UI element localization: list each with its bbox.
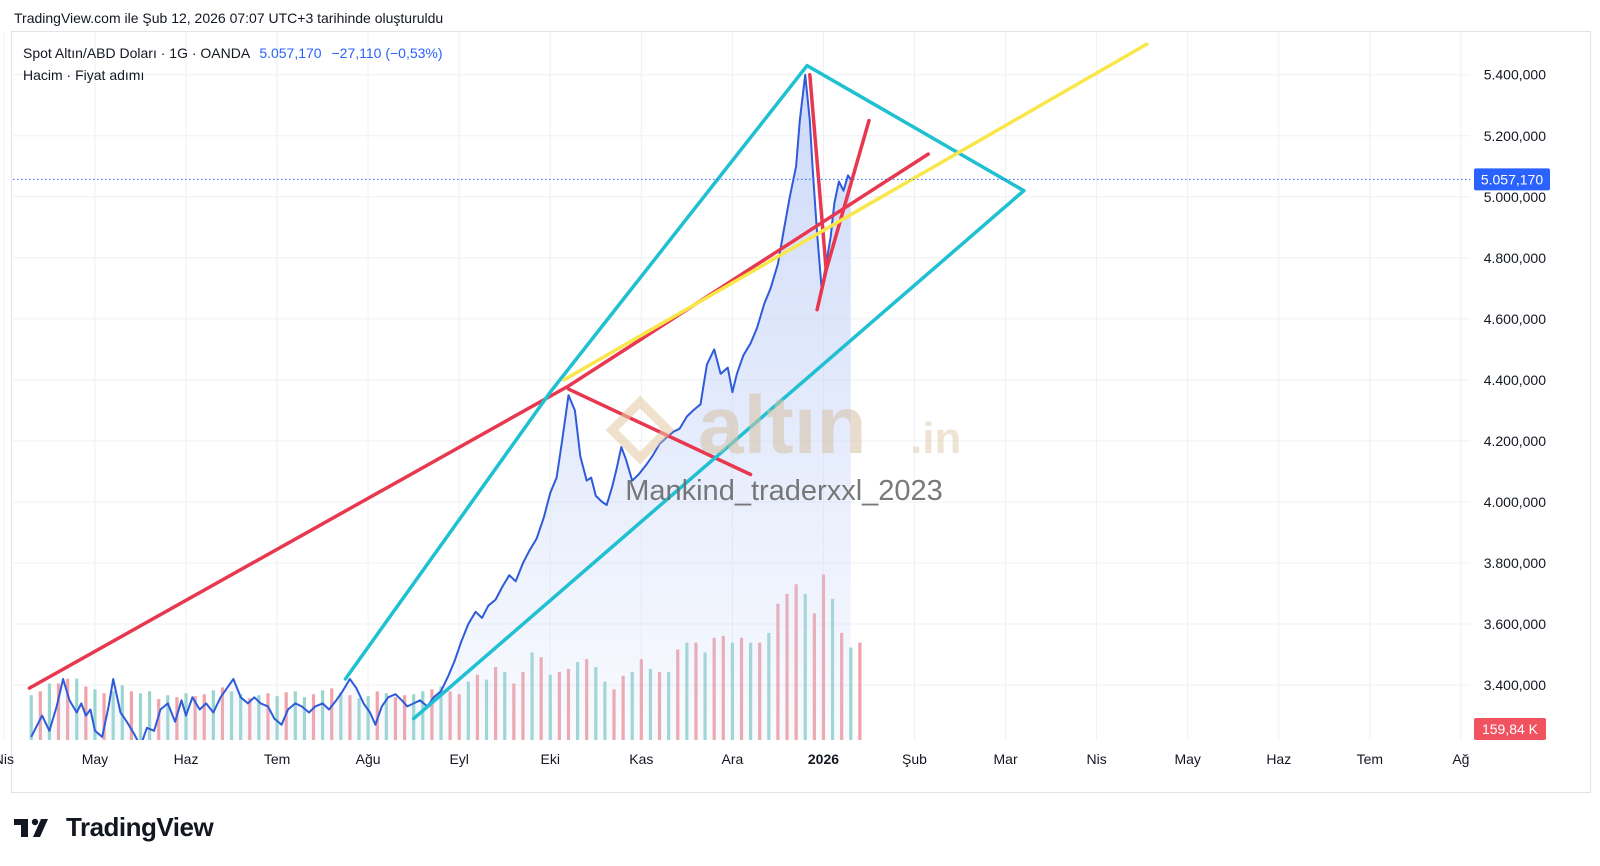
time-tick-label: Eki: [541, 751, 560, 767]
volume-bar: [75, 678, 79, 740]
legend-change: −27,110 (−0,53%): [331, 45, 443, 61]
time-tick-label: May: [82, 751, 108, 767]
price-tick-label: 5.000,000: [1484, 189, 1546, 205]
tradingview-logo[interactable]: TradingView: [14, 812, 214, 843]
time-tick-label: Nis: [1087, 751, 1107, 767]
symbol-name: Spot Altın/ABD Doları · 1G · OANDA: [23, 45, 250, 61]
red-support-line: [27, 152, 930, 690]
time-tick-label: Haz: [174, 751, 199, 767]
time-tick-label: Ağu: [356, 751, 381, 767]
watermark: altın .in: [605, 380, 961, 471]
volume-tag: [1474, 718, 1546, 740]
volume-bar: [275, 696, 279, 740]
volume-bar: [93, 689, 97, 740]
price-tick-label: 3.600,000: [1484, 616, 1546, 632]
volume-bar: [375, 691, 379, 740]
plot-area: [27, 42, 1149, 740]
volume-bar: [47, 683, 52, 740]
price-tick-label: 4.800,000: [1484, 250, 1546, 266]
volume-bar: [120, 685, 124, 740]
red-short-down: [566, 387, 753, 477]
tradingview-brand: TradingView: [66, 812, 214, 842]
cyan-channel-upper: [343, 63, 1026, 681]
watermark-author: Mankind_traderxxl_2023: [625, 475, 943, 507]
volume-bar: [858, 642, 862, 740]
price-tick-label: 5.200,000: [1484, 128, 1546, 144]
price-tick-label: 5.400,000: [1484, 67, 1546, 83]
volume-bar: [102, 693, 106, 740]
time-tick-label: Tem: [264, 751, 290, 767]
price-tick-label: 3.400,000: [1484, 677, 1546, 693]
time-tick-label: Mar: [994, 751, 1018, 767]
last-price-tag-label: 5.057,170: [1481, 171, 1543, 187]
legend-price: 5.057,170: [259, 45, 322, 61]
red-v-bottom: [815, 268, 828, 312]
price-tick-label: 3.800,000: [1484, 555, 1546, 571]
tradingview-logo-icon: [14, 818, 48, 837]
time-tick-label: Eyl: [449, 751, 468, 767]
watermark-logo-text: altın: [698, 380, 867, 471]
chart-caption: TradingView.com ile Şub 12, 2026 07:07 U…: [14, 10, 444, 26]
time-tick-label: Nis: [0, 751, 14, 767]
price-tick-label: 4.200,000: [1484, 433, 1546, 449]
time-tick-label: Şub: [902, 751, 927, 767]
time-tick-label: May: [1174, 751, 1200, 767]
time-tick-label: 2026: [808, 751, 839, 767]
price-tick-label: 4.000,000: [1484, 494, 1546, 510]
price-tick-label: 4.400,000: [1484, 372, 1546, 388]
time-tick-label: Ara: [721, 751, 743, 767]
chart-legend-symbol[interactable]: Spot Altın/ABD Doları · 1G · OANDA 5.057…: [23, 45, 443, 61]
time-tick-label: Kas: [629, 751, 653, 767]
yellow-trend: [562, 42, 1149, 382]
volume-bar: [138, 693, 143, 740]
watermark-logo-icon: [605, 395, 675, 465]
price-tick-label: 4.600,000: [1484, 311, 1546, 327]
chart-legend-indicators[interactable]: Hacim · Fiyat adımı: [23, 67, 145, 83]
chart-frame[interactable]: [11, 31, 1591, 793]
volume-bar: [38, 691, 42, 740]
price-area: [31, 74, 851, 740]
price-line: [30, 73, 852, 740]
cyan-channel-lower: [411, 188, 1026, 721]
watermark-logo-suffix: .in: [910, 414, 961, 463]
time-tick-label: Ağ: [1452, 751, 1469, 767]
volume-tag-label: 159,84 K: [1482, 721, 1539, 737]
volume-bar: [147, 691, 152, 740]
time-tick-label: Tem: [1357, 751, 1383, 767]
volume-bar: [129, 691, 133, 740]
time-tick-label: Haz: [1266, 751, 1291, 767]
last-price-tag: [1474, 168, 1550, 191]
volume-bar: [29, 695, 33, 740]
